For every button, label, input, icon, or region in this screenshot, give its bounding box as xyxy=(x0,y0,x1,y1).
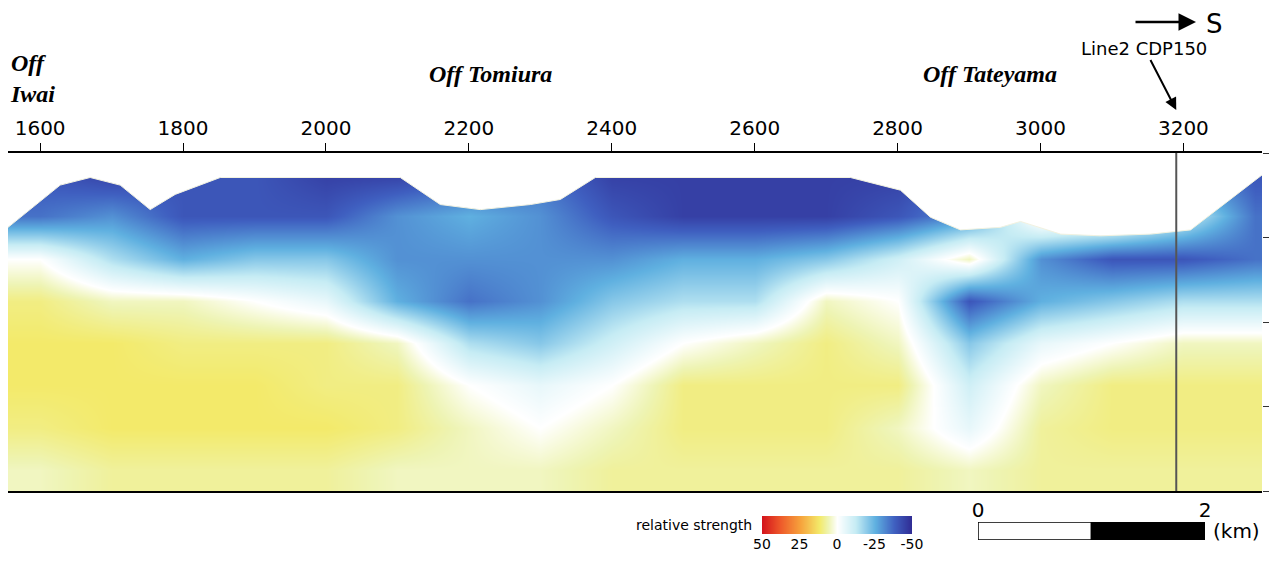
svg-text:2000: 2000 xyxy=(301,116,352,140)
svg-text:0: 0 xyxy=(833,536,842,552)
svg-text:-25: -25 xyxy=(863,536,886,552)
svg-text:OffIwai: OffIwai xyxy=(10,50,55,107)
svg-text:Off Tomiura: Off Tomiura xyxy=(429,61,552,87)
svg-text:2200: 2200 xyxy=(443,116,494,140)
svg-text:-50: -50 xyxy=(901,536,924,552)
svg-text:3000: 3000 xyxy=(1015,116,1066,140)
svg-text:1600: 1600 xyxy=(15,116,66,140)
svg-text:2600: 2600 xyxy=(729,116,780,140)
svg-text:2400: 2400 xyxy=(586,116,637,140)
svg-text:Off Tateyama: Off Tateyama xyxy=(923,61,1057,87)
svg-text:2: 2 xyxy=(1199,498,1212,522)
svg-text:1800: 1800 xyxy=(158,116,209,140)
svg-text:0: 0 xyxy=(972,498,985,522)
svg-text:2800: 2800 xyxy=(872,116,923,140)
svg-text:25: 25 xyxy=(791,536,809,552)
svg-text:3200: 3200 xyxy=(1158,116,1209,140)
svg-text:relative strength: relative strength xyxy=(636,517,752,533)
svg-text:50: 50 xyxy=(753,536,771,552)
svg-text:S: S xyxy=(1206,9,1223,39)
svg-text:Line2 CDP150: Line2 CDP150 xyxy=(1081,38,1207,59)
svg-text:(km): (km) xyxy=(1213,519,1260,543)
